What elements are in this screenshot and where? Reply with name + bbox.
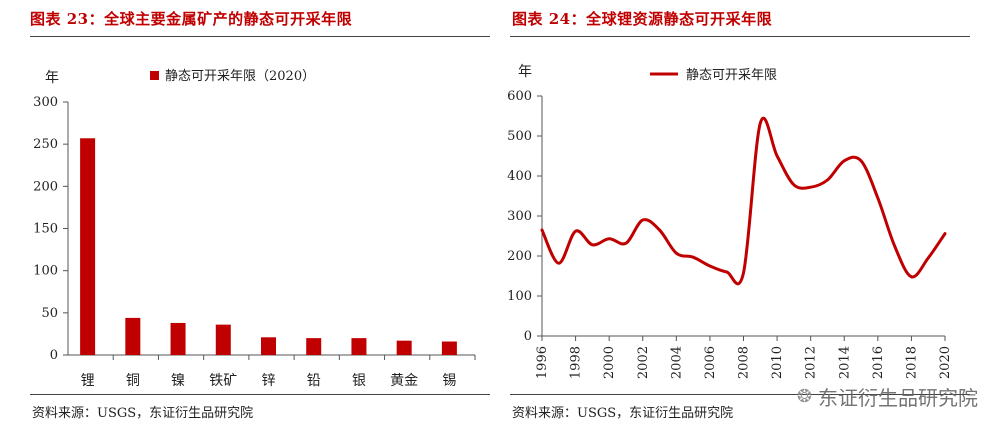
line-y-tick-label: 0 [524,329,532,344]
bar-y-tick-label: 0 [50,348,58,363]
line-y-unit-label: 年 [518,64,532,80]
bar-y-tick-label: 250 [33,137,58,152]
line-x-tick-label: 1996 [535,346,550,379]
watermark: ❂ 东证衍生品研究院 [797,382,978,411]
line-legend-label: 静态可开采年限 [686,68,777,83]
line-y-tick-label: 500 [507,129,532,144]
right-bottom-rule [510,394,970,395]
right-figure-panel: 图表 24：全球锂资源静态可开采年限 0 100 200 300 400 500 600 19… [500,0,1000,442]
bar-category-label: 银 [352,373,366,389]
right-source-note: 资料来源：USGS，东证衍生品研究院 [512,406,734,421]
bar-5 [261,337,276,355]
bar-category-label: 锂 [81,373,95,389]
bar-9 [441,341,457,355]
wechat-icon: ❂ [796,386,812,407]
line-x-tick-label: 2018 [904,346,919,379]
bar-6 [306,338,322,355]
bar-y-unit-label: 年 [45,70,59,86]
line-series-path [540,116,947,286]
bar-category-label: 铜 [126,373,140,389]
left-figure-panel: 图表 23：全球主要金属矿产的静态可开采年限 0 50 100 150 200 250 30… [30,10,490,421]
line-x-tick-label: 2002 [636,346,651,379]
line-x-tick-label: 2012 [804,346,819,379]
line-y-tick-label: 100 [507,289,532,304]
line-x-tick-label: 2016 [871,346,886,379]
left-source-note: 资料来源：USGS，东证衍生品研究院 [32,406,254,421]
line-y-tick-label: 300 [507,209,532,224]
bar-7 [351,338,367,355]
right-figure-title: 图表 24：全球锂资源静态可开采年限 [512,10,773,28]
bar-legend-swatch [150,71,159,80]
bar-y-tick-label: 300 [33,95,58,110]
bar-category-label: 锡 [442,373,456,389]
bar-8 [396,340,412,355]
bar-y-tick-label: 50 [41,306,58,321]
left-figure-title: 图表 23：全球主要金属矿产的静态可开采年限 [30,10,353,28]
bar-legend-label: 静态可开采年限（2020） [165,69,315,84]
line-y-tick-label: 400 [507,169,532,184]
left-title-rule [30,36,490,37]
bar-2 [125,317,141,355]
line-y-tick-label: 600 [507,89,532,104]
bar-chart: 0 50 100 150 200 250 300 年 静态可开采年限（2020） 锂 铜 镍 铁矿 锌 铅 银… [33,69,476,389]
line-x-tick-label: 2000 [602,346,617,379]
line-x-tick-label: 1998 [569,346,584,379]
line-chart: 0 100 200 300 400 500 600 1996 1998 2000 2002 2004 2… [507,64,953,379]
bar-category-label: 黄金 [390,372,418,389]
bar-category-label: 镍 [171,373,185,389]
bar-y-tick-label: 200 [33,179,58,194]
line-x-tick-label: 2014 [837,346,852,379]
line-x-tick-label: 2010 [770,346,785,379]
line-x-tick-label: 2006 [703,346,718,379]
bar-1 [80,138,96,355]
bar-y-tick-label: 100 [33,264,58,279]
bar-category-label: 铁矿 [209,373,237,389]
bar-3 [170,322,186,355]
line-x-tick-label: 2008 [737,346,752,379]
watermark-text: 东证衍生品研究院 [818,386,978,410]
line-x-tick-label: 2004 [669,346,684,379]
line-x-tick-label: 2020 [938,346,953,379]
left-bottom-rule [30,394,490,395]
bar-category-label: 锌 [262,373,276,389]
right-title-rule [510,36,970,37]
line-y-tick-label: 200 [507,249,532,264]
bar-category-label: 铅 [307,373,321,389]
bar-4 [215,324,231,355]
bar-y-tick-label: 150 [33,222,58,237]
